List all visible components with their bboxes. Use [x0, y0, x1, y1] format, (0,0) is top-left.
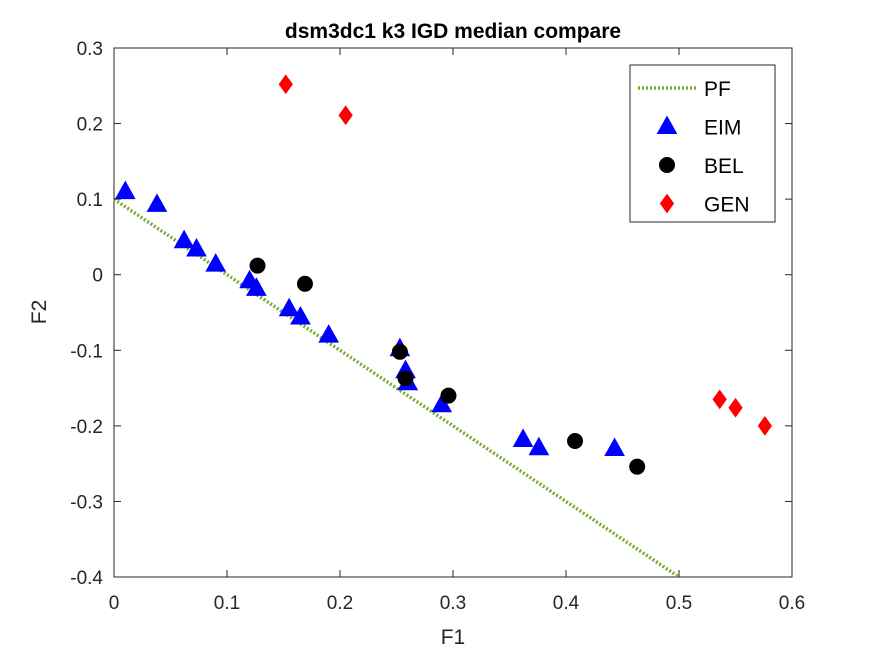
- x-tick-label: 0.4: [553, 593, 580, 614]
- chart-title: dsm3dc1 k3 IGD median compare: [285, 20, 621, 43]
- eim-point: [318, 324, 340, 343]
- legend-label: PF: [704, 78, 731, 101]
- bel-point: [567, 432, 584, 449]
- x-tick-label: 0.3: [440, 593, 466, 614]
- eim-point: [512, 428, 534, 447]
- gen-point: [712, 389, 727, 410]
- gen-point: [278, 74, 293, 95]
- x-axis-label: F1: [441, 626, 466, 649]
- eim-point: [205, 253, 227, 272]
- series-gen: [278, 74, 772, 436]
- gen-point: [757, 416, 772, 436]
- legend-item-eim: EIM: [656, 115, 741, 140]
- legend-label: BEL: [704, 155, 744, 178]
- series-bel: [249, 257, 646, 475]
- eim-point: [146, 193, 168, 212]
- eim-point: [114, 180, 136, 200]
- legend-item-bel: BEL: [659, 155, 744, 178]
- x-tick-label: 0: [109, 593, 120, 614]
- y-tick-label: -0.4: [70, 568, 103, 589]
- x-tick-label: 0.1: [214, 593, 240, 614]
- bel-point: [296, 275, 313, 292]
- bel-point: [391, 343, 408, 360]
- x-tick-label: 0.6: [779, 593, 805, 614]
- legend-label: EIM: [704, 117, 741, 140]
- legend-item-gen: GEN: [659, 193, 750, 217]
- eim-point: [290, 306, 311, 325]
- x-axis: 0 0.1 0.2 0.3 0.4 0.5 0.6: [109, 48, 805, 614]
- gen-point: [338, 105, 353, 126]
- y-tick-label: 0.1: [77, 190, 103, 211]
- bel-point: [629, 458, 646, 475]
- legend: PF EIM BEL GEN: [629, 64, 776, 223]
- series-layer: [113, 74, 772, 579]
- bel-point: [440, 387, 457, 404]
- y-tick-label: -0.1: [70, 341, 103, 362]
- legend-swatch-eim: [656, 115, 678, 134]
- eim-point: [173, 229, 195, 249]
- eim-point: [246, 277, 267, 296]
- y-tick-label: -0.3: [70, 492, 103, 513]
- bel-point: [249, 257, 266, 274]
- y-tick-label: 0.2: [77, 115, 103, 136]
- legend-swatch-gen: [659, 193, 675, 214]
- eim-point: [186, 237, 207, 257]
- legend-item-pf: PF: [638, 78, 731, 101]
- eim-point: [604, 437, 625, 457]
- eim-point: [278, 297, 300, 317]
- y-axis: -0.4 -0.3 -0.2 -0.1 0 0.1 0.2 0.3: [70, 39, 792, 589]
- gen-point: [728, 397, 743, 418]
- x-tick-label: 0.5: [666, 593, 692, 614]
- legend-label: GEN: [704, 194, 750, 217]
- eim-point: [528, 436, 550, 456]
- y-tick-label: 0.3: [77, 39, 103, 60]
- x-tick-label: 0.2: [327, 593, 353, 614]
- y-axis-label: F2: [28, 300, 51, 325]
- bel-point: [397, 370, 414, 387]
- series-pf: [113, 197, 680, 579]
- legend-swatch-bel: [659, 157, 675, 173]
- legend-box: [629, 64, 776, 223]
- y-tick-label: 0: [92, 266, 103, 287]
- y-tick-label: -0.2: [70, 417, 103, 438]
- pf-line: [113, 197, 680, 579]
